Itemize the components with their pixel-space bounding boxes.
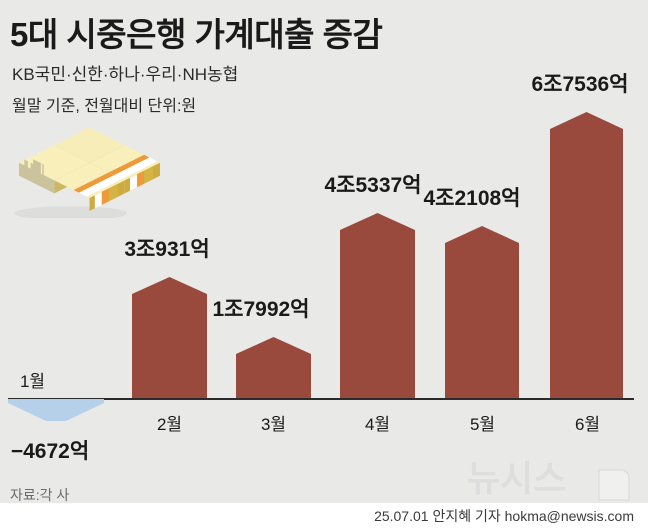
svg-text:뉴시스: 뉴시스 — [467, 458, 566, 499]
